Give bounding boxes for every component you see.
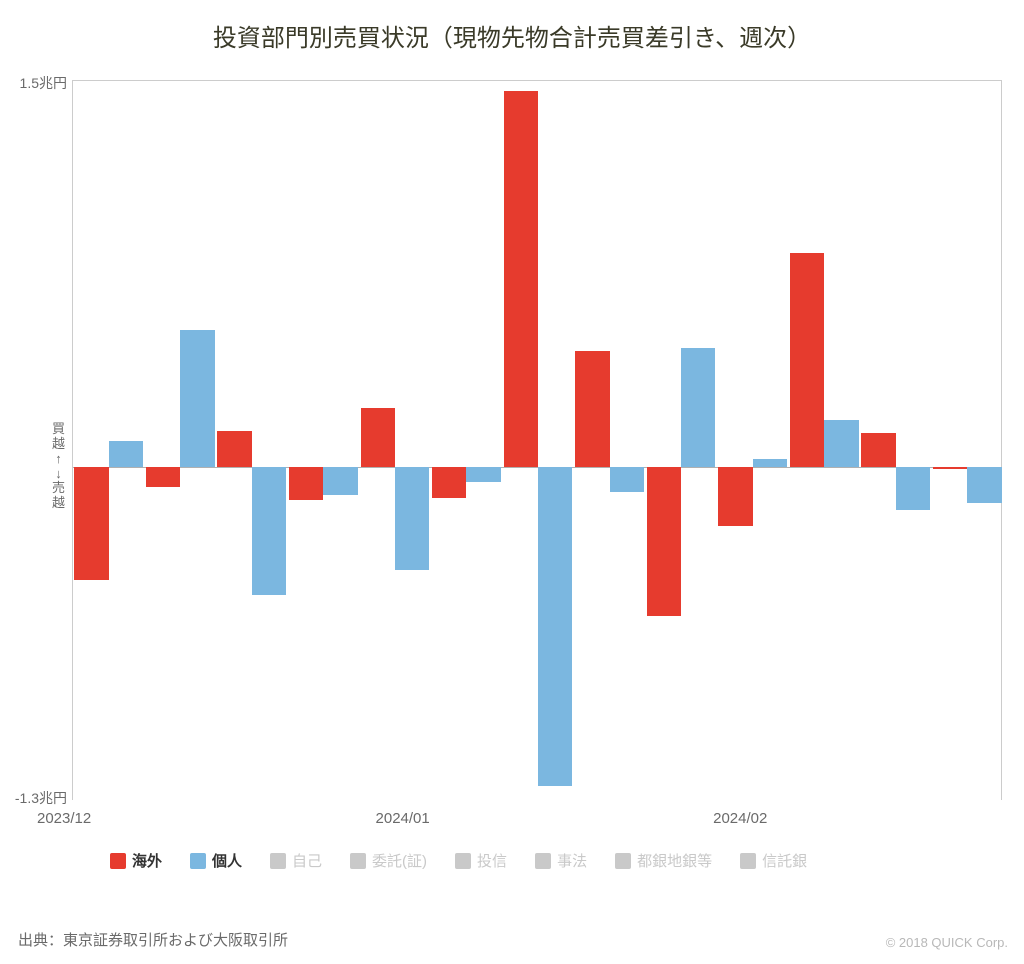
bar-個人[interactable] bbox=[967, 467, 1001, 503]
legend-item-個人[interactable]: 個人 bbox=[190, 850, 242, 871]
legend-item-事法[interactable]: 事法 bbox=[535, 850, 587, 871]
legend-swatch bbox=[110, 853, 126, 869]
bar-個人[interactable] bbox=[323, 467, 357, 495]
legend-swatch bbox=[270, 853, 286, 869]
bar-海外[interactable] bbox=[74, 467, 108, 580]
bar-個人[interactable] bbox=[252, 467, 286, 596]
bar-海外[interactable] bbox=[790, 253, 824, 466]
bar-個人[interactable] bbox=[538, 467, 572, 786]
bar-海外[interactable] bbox=[289, 467, 323, 500]
x-tick-label: 2024/01 bbox=[376, 800, 430, 827]
bar-海外[interactable] bbox=[146, 467, 180, 488]
chart-area: 1.5兆円 -1.3兆円 買越↑↓売越 2023/122024/012024/0… bbox=[72, 80, 1002, 800]
bar-海外[interactable] bbox=[647, 467, 681, 616]
y-axis-direction-label: 買越↑↓売越 bbox=[52, 422, 73, 512]
x-tick-label: 2023/12 bbox=[37, 800, 91, 827]
y-max-label: 1.5兆円 bbox=[20, 73, 73, 93]
legend-label: 個人 bbox=[212, 850, 242, 871]
legend-item-信託銀[interactable]: 信託銀 bbox=[740, 850, 807, 871]
bar-海外[interactable] bbox=[933, 467, 967, 470]
bar-海外[interactable] bbox=[718, 467, 752, 526]
legend-swatch bbox=[615, 853, 631, 869]
legend: 海外 個人 自己 委託(証) 投信 事法 都銀地銀等 信託銀 bbox=[110, 850, 990, 879]
bar-海外[interactable] bbox=[504, 91, 538, 466]
zero-line bbox=[73, 467, 1001, 468]
x-tick-label: 2024/02 bbox=[713, 800, 767, 827]
legend-swatch bbox=[740, 853, 756, 869]
bar-海外[interactable] bbox=[861, 433, 895, 466]
bar-海外[interactable] bbox=[361, 408, 395, 467]
copyright-text: © 2018 QUICK Corp. bbox=[886, 935, 1008, 950]
bar-海外[interactable] bbox=[575, 351, 609, 467]
plot-area: 1.5兆円 -1.3兆円 買越↑↓売越 2023/122024/012024/0… bbox=[72, 80, 1002, 800]
legend-item-委託(証)[interactable]: 委託(証) bbox=[350, 850, 427, 871]
bar-個人[interactable] bbox=[896, 467, 930, 511]
legend-label: 都銀地銀等 bbox=[637, 850, 712, 871]
bar-個人[interactable] bbox=[395, 467, 429, 570]
legend-label: 海外 bbox=[132, 850, 162, 871]
bar-個人[interactable] bbox=[109, 441, 143, 467]
bar-個人[interactable] bbox=[466, 467, 500, 482]
legend-label: 信託銀 bbox=[762, 850, 807, 871]
bar-海外[interactable] bbox=[432, 467, 466, 498]
bar-個人[interactable] bbox=[824, 420, 858, 466]
bar-個人[interactable] bbox=[681, 348, 715, 466]
bar-海外[interactable] bbox=[217, 431, 251, 467]
bar-個人[interactable] bbox=[180, 330, 214, 466]
legend-swatch bbox=[190, 853, 206, 869]
legend-label: 自己 bbox=[292, 850, 322, 871]
legend-item-都銀地銀等[interactable]: 都銀地銀等 bbox=[615, 850, 712, 871]
chart-title: 投資部門別売買状況（現物先物合計売買差引き、週次） bbox=[0, 0, 1024, 53]
legend-item-海外[interactable]: 海外 bbox=[110, 850, 162, 871]
legend-swatch bbox=[455, 853, 471, 869]
legend-item-自己[interactable]: 自己 bbox=[270, 850, 322, 871]
legend-swatch bbox=[535, 853, 551, 869]
bar-個人[interactable] bbox=[753, 459, 787, 467]
legend-label: 投信 bbox=[477, 850, 507, 871]
bar-個人[interactable] bbox=[610, 467, 644, 493]
source-text: 出典：東京証券取引所および大阪取引所 bbox=[18, 929, 288, 950]
legend-swatch bbox=[350, 853, 366, 869]
legend-label: 事法 bbox=[557, 850, 587, 871]
legend-item-投信[interactable]: 投信 bbox=[455, 850, 507, 871]
legend-label: 委託(証) bbox=[372, 850, 427, 871]
